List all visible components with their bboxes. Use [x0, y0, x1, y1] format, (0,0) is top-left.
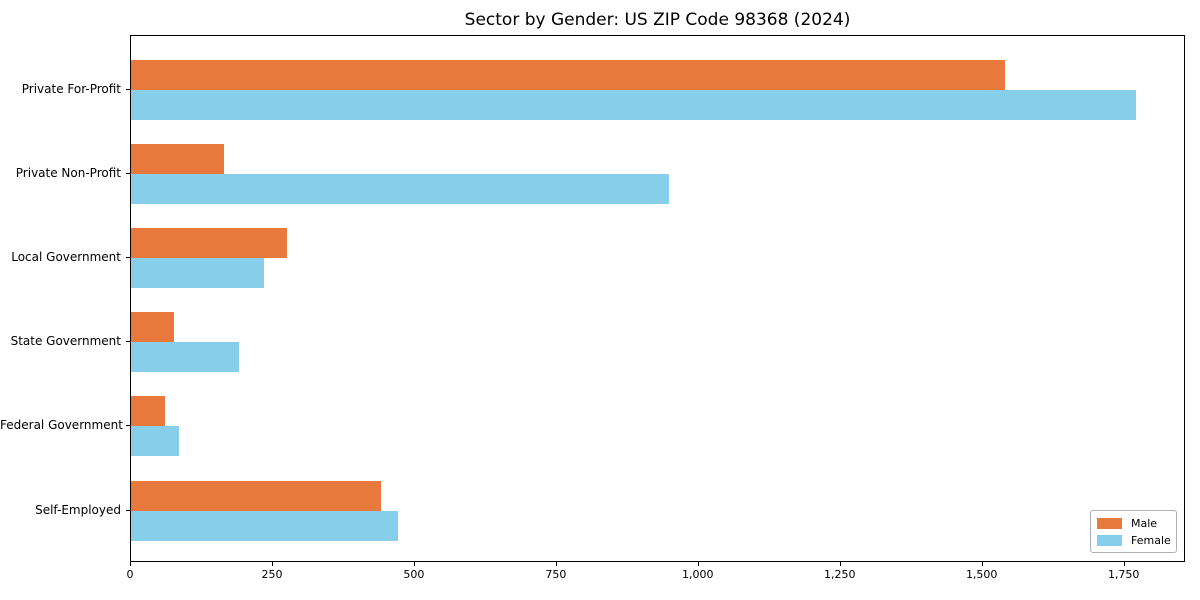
x-tick-1500	[981, 562, 983, 566]
x-tick-1750	[1123, 562, 1125, 566]
y-tick-private-non-profit	[126, 172, 130, 174]
y-label-federal-government: Federal Government	[0, 418, 123, 433]
bar-male-private-non-profit	[131, 143, 224, 174]
x-label-500: 500	[403, 568, 425, 581]
y-label-private-for-profit: Private For-Profit	[21, 81, 121, 96]
bar-female-private-for-profit	[131, 89, 1136, 120]
bar-female-state-government	[131, 342, 239, 373]
x-label-1500: 1,500	[965, 568, 998, 581]
x-label-1750: 1,750	[1107, 568, 1140, 581]
bar-male-local-government	[131, 228, 288, 258]
x-tick-1000	[697, 562, 699, 566]
x-label-250: 250	[261, 568, 283, 581]
y-tick-local-government	[126, 257, 130, 258]
x-tick-0	[130, 562, 131, 566]
y-tick-state-government	[126, 341, 130, 343]
bar-male-federal-government	[131, 396, 166, 427]
x-tick-750	[555, 562, 557, 566]
bar-male-private-for-profit	[131, 59, 1006, 90]
x-label-750: 750	[545, 568, 567, 581]
y-label-local-government: Local Government	[11, 250, 121, 264]
y-label-private-non-profit: Private Non-Profit	[15, 165, 121, 180]
legend-swatch-male	[1097, 518, 1122, 529]
legend-entry-female: Female	[1097, 533, 1171, 548]
legend-label-male: Male	[1131, 517, 1158, 530]
bar-male-self-employed	[131, 480, 381, 511]
chart-title: Sector by Gender: US ZIP Code 98368 (202…	[464, 10, 851, 30]
legend: Male Female	[1090, 510, 1177, 553]
bar-female-self-employed	[131, 510, 398, 541]
y-tick-federal-government	[126, 425, 130, 427]
y-label-self-employed: Self-Employed	[35, 502, 121, 517]
x-tick-250	[272, 562, 273, 566]
legend-swatch-female	[1097, 535, 1122, 546]
x-label-1250: 1,250	[824, 568, 856, 581]
x-tick-1250	[839, 562, 841, 566]
bar-male-state-government	[131, 312, 174, 343]
bar-female-local-government	[131, 258, 265, 288]
y-tick-private-for-profit	[126, 88, 130, 90]
y-tick-self-employed	[126, 509, 130, 511]
plot-area	[130, 35, 1185, 562]
x-tick-500	[413, 562, 415, 566]
legend-label-female: Female	[1131, 534, 1171, 547]
bar-female-private-non-profit	[131, 173, 670, 204]
bar-female-federal-government	[131, 426, 180, 457]
legend-entry-male: Male	[1097, 516, 1170, 531]
x-label-0: 0	[126, 568, 134, 581]
y-label-state-government: State Government	[10, 334, 121, 349]
x-label-1000: 1,000	[682, 568, 714, 581]
